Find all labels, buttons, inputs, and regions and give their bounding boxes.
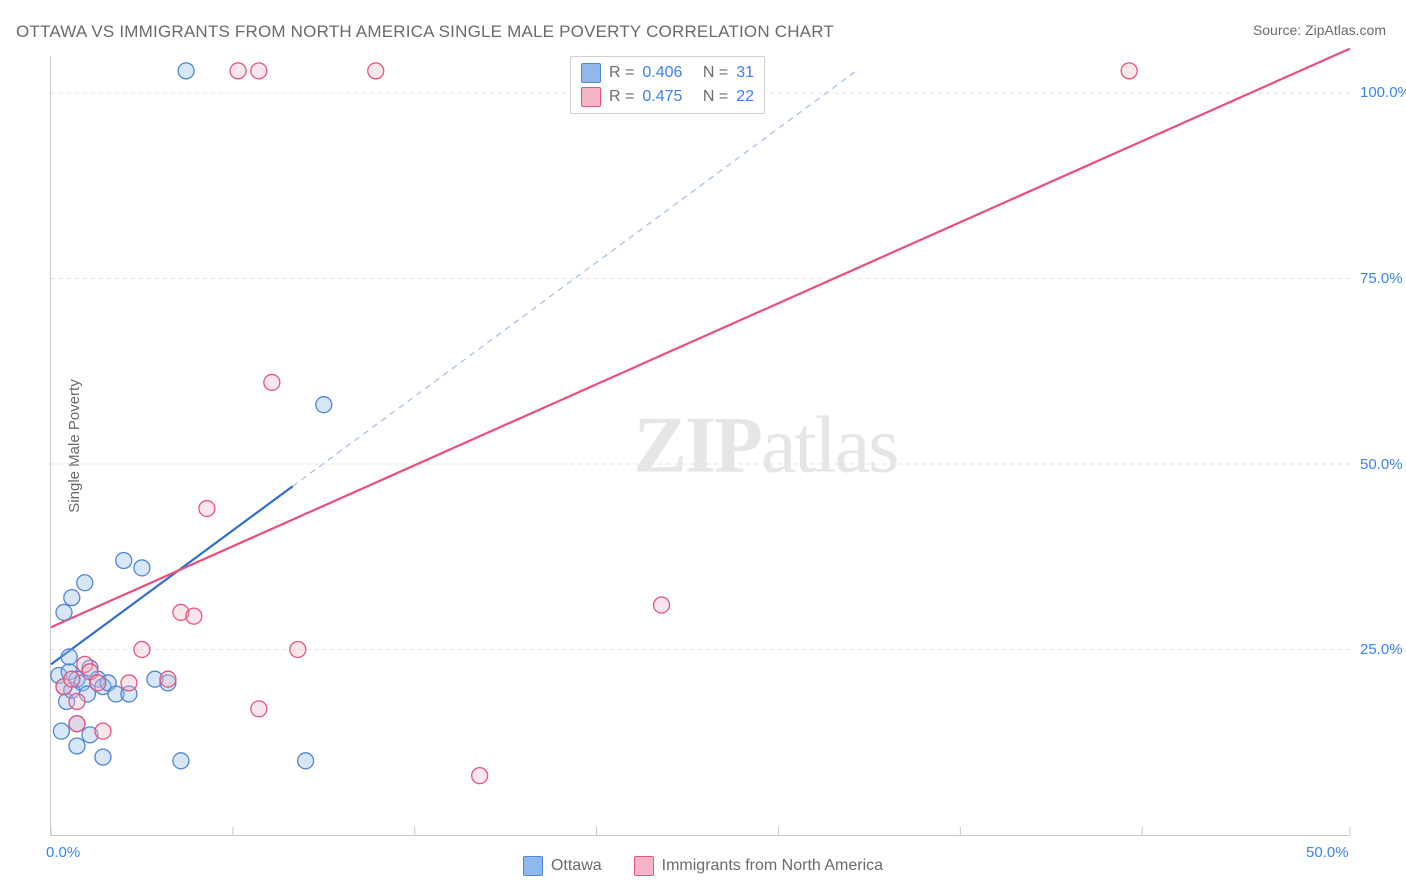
correlation-stats-box: R = 0.406 N = 31 R = 0.475 N = 22 [570, 56, 765, 114]
legend-swatch-immigrants [634, 856, 654, 876]
y-tick-label: 100.0% [1360, 84, 1406, 101]
n-value-immigrants: 22 [736, 85, 754, 109]
legend-label-immigrants: Immigrants from North America [662, 857, 883, 875]
y-tick-label: 25.0% [1360, 641, 1403, 658]
stats-swatch-ottawa [581, 63, 601, 83]
r-label: R = [609, 61, 634, 85]
source-name: ZipAtlas.com [1305, 22, 1386, 38]
legend-label-ottawa: Ottawa [551, 857, 602, 875]
stats-row-immigrants: R = 0.475 N = 22 [581, 85, 754, 109]
r-value-immigrants: 0.475 [642, 85, 682, 109]
source-attribution: Source: ZipAtlas.com [1253, 22, 1386, 38]
plot-area: ZIPatlas [50, 56, 1350, 836]
n-label: N = [703, 61, 728, 85]
n-value-ottawa: 31 [736, 61, 754, 85]
y-tick-label: 75.0% [1360, 270, 1403, 287]
legend-swatch-ottawa [523, 856, 543, 876]
legend: Ottawa Immigrants from North America [0, 856, 1406, 876]
plot-svg [51, 56, 1350, 835]
chart-container: OTTAWA VS IMMIGRANTS FROM NORTH AMERICA … [0, 0, 1406, 892]
r-value-ottawa: 0.406 [642, 61, 682, 85]
legend-item-ottawa: Ottawa [523, 856, 602, 876]
source-prefix: Source: [1253, 22, 1305, 38]
r-label-2: R = [609, 85, 634, 109]
stats-swatch-immigrants [581, 87, 601, 107]
legend-item-immigrants: Immigrants from North America [634, 856, 883, 876]
chart-title: OTTAWA VS IMMIGRANTS FROM NORTH AMERICA … [16, 22, 834, 42]
n-label-2: N = [703, 85, 728, 109]
stats-row-ottawa: R = 0.406 N = 31 [581, 61, 754, 85]
y-tick-label: 50.0% [1360, 456, 1403, 473]
